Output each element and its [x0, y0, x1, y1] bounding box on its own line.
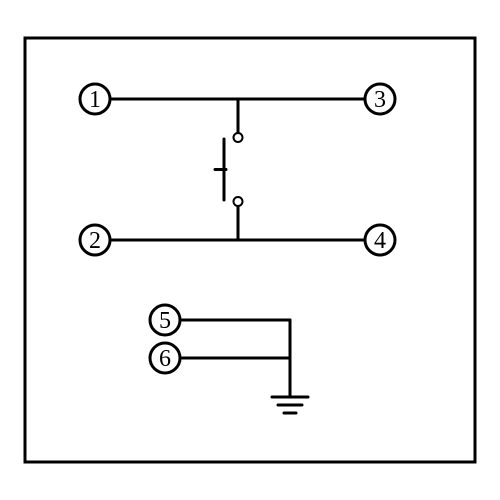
terminal-label-4: 4 [374, 228, 386, 254]
switch-contact-bottom [234, 197, 243, 206]
terminal-label-2: 2 [89, 228, 101, 254]
terminal-label-3: 3 [374, 87, 386, 113]
circuit-diagram: { "type": "network", "canvas": { "w": 50… [0, 0, 500, 500]
diagram-svg: 1 3 2 4 5 6 [0, 0, 500, 500]
terminal-label-6: 6 [159, 346, 171, 372]
terminal-label-1: 1 [89, 87, 101, 113]
terminal-label-5: 5 [159, 308, 171, 334]
switch-contact-top [234, 133, 243, 142]
